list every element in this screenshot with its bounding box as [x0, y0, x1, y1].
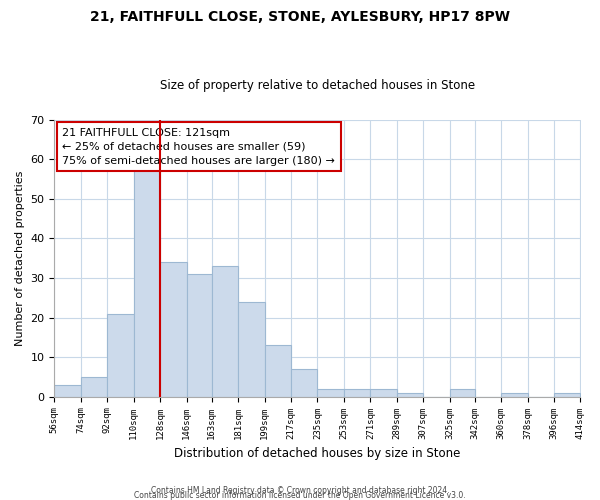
Bar — [238, 302, 265, 396]
Bar — [344, 389, 370, 396]
Bar — [265, 345, 291, 397]
Bar — [317, 389, 344, 396]
Bar — [450, 389, 475, 396]
Bar — [291, 369, 317, 396]
Bar — [107, 314, 134, 396]
Y-axis label: Number of detached properties: Number of detached properties — [15, 170, 25, 346]
Bar — [554, 392, 580, 396]
Bar — [501, 392, 527, 396]
Text: 21 FAITHFULL CLOSE: 121sqm
← 25% of detached houses are smaller (59)
75% of semi: 21 FAITHFULL CLOSE: 121sqm ← 25% of deta… — [62, 128, 335, 166]
Bar — [187, 274, 212, 396]
Text: Contains public sector information licensed under the Open Government Licence v3: Contains public sector information licen… — [134, 491, 466, 500]
Bar — [212, 266, 238, 396]
Bar — [81, 377, 107, 396]
Text: 21, FAITHFULL CLOSE, STONE, AYLESBURY, HP17 8PW: 21, FAITHFULL CLOSE, STONE, AYLESBURY, H… — [90, 10, 510, 24]
X-axis label: Distribution of detached houses by size in Stone: Distribution of detached houses by size … — [174, 447, 461, 460]
Bar — [370, 389, 397, 396]
Title: Size of property relative to detached houses in Stone: Size of property relative to detached ho… — [160, 79, 475, 92]
Bar — [160, 262, 187, 396]
Text: Contains HM Land Registry data © Crown copyright and database right 2024.: Contains HM Land Registry data © Crown c… — [151, 486, 449, 495]
Bar — [134, 167, 160, 396]
Bar — [397, 392, 423, 396]
Bar — [55, 385, 81, 396]
